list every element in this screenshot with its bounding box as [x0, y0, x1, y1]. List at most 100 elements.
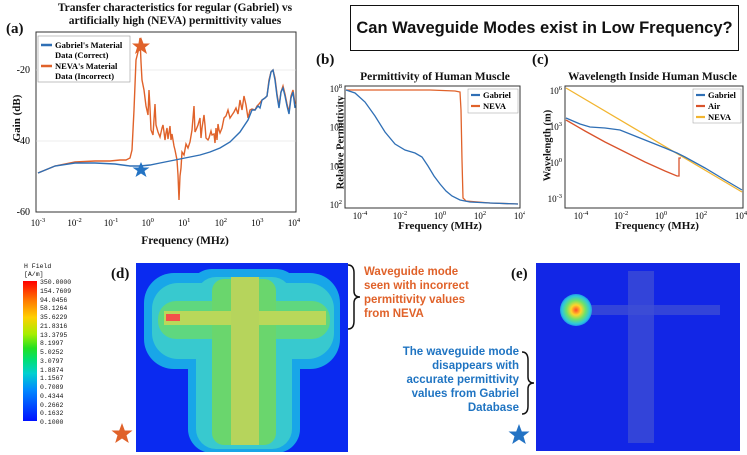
panel-a-xtick-4: 101	[178, 217, 190, 228]
panel-a-title: Transfer characteristics for regular (Ga…	[30, 2, 320, 28]
panel-c-title: Wavelength Inside Human Muscle	[567, 71, 737, 83]
panel-b-legend-neva: NEVA	[483, 101, 507, 111]
panel-c-label: (c)	[532, 52, 549, 68]
colorbar-value: 350.0000	[40, 279, 72, 286]
colorbar-value: 5.0252	[40, 349, 64, 356]
panel-e-brace-icon	[521, 351, 535, 415]
panel-a-orange-star-marker	[132, 37, 150, 54]
panel-e-annotation-line4: values from Gabriel	[411, 388, 519, 400]
panel-b-title: Permittivity of Human Muscle	[360, 71, 510, 83]
panel-d-annotation-line1: Waveguide mode	[364, 266, 459, 278]
colorbar-value: 0.1632	[40, 410, 64, 418]
panel-a-xtick-7: 104	[288, 217, 301, 228]
panel-a-xlabel: Frequency (MHz)	[141, 235, 229, 247]
colorbar-value: 3.0797	[40, 357, 64, 365]
panel-a-ytick-1: -40	[17, 136, 30, 147]
panel-e-annotation-line5: Database	[467, 402, 519, 414]
panel-d-orange-star-marker	[111, 423, 133, 443]
panel-b-xlabel: Frequency (MHz)	[398, 220, 482, 232]
panel-a-legend-neva-2: Data (Incorrect)	[55, 71, 114, 81]
panel-e-annotation-line1: The waveguide mode	[402, 346, 519, 358]
panel-b-ytick-3: 102	[330, 199, 342, 210]
colorbar-value: 13.3795	[40, 331, 68, 339]
panel-c-air-curve	[565, 119, 681, 177]
colorbar-value: 8.1997	[40, 340, 64, 348]
panel-c-ytick-0: 106	[550, 85, 563, 96]
panel-b-xtick-4: 104	[514, 210, 525, 220]
panel-a-xtick-3: 100	[142, 217, 154, 228]
colorbar-title-line1: H Field	[24, 263, 52, 270]
panel-c-xtick-3: 102	[695, 210, 707, 220]
panel-a-xtick-6: 103	[251, 217, 263, 228]
colorbar-value: 154.7609	[40, 287, 72, 295]
panel-b-ytick-0: 108	[330, 83, 342, 94]
panel-e-field-image	[536, 263, 740, 451]
panel-b-ytick-1: 106	[330, 122, 343, 133]
panel-a-xtick-0: 10-3	[31, 217, 45, 228]
panel-a-neva-curve	[37, 37, 296, 201]
panel-b-label: (b)	[316, 52, 335, 68]
panel-c-xtick-2: 100	[655, 210, 667, 220]
panel-e-annotation-line2: disappears with	[432, 360, 519, 372]
colorbar-value: 0.7089	[40, 384, 64, 391]
panel-a-title-line1: Transfer characteristics for regular (Ga…	[57, 2, 293, 14]
panel-a-blue-star-marker	[132, 162, 150, 177]
colorbar-value: 94.0456	[40, 296, 68, 304]
panel-c-ytick-1: 103	[550, 121, 562, 132]
panel-a-xtick-2: 10-1	[104, 217, 118, 228]
panel-c-gabriel-curve	[565, 117, 743, 191]
panel-c-legend-air: Air	[708, 101, 721, 111]
panel-c-xtick-1: 10-2	[614, 210, 628, 220]
panel-a-gabriel-curve	[37, 68, 296, 174]
panel-c-ytick-2: 100	[550, 157, 562, 168]
panel-e-label: (e)	[511, 266, 528, 282]
header-question-box: Can Waveguide Modes exist in Low Frequen…	[350, 5, 739, 51]
panel-a-legend-gabriel-1: Gabriel's Material	[55, 40, 123, 50]
panel-c-legend-gabriel: Gabriel	[708, 90, 736, 100]
panel-d-annotation-line3: permittivity values	[364, 294, 465, 306]
panel-b-gabriel-curve	[345, 89, 519, 205]
colorbar-value: 58.1264	[40, 305, 68, 313]
colorbar-value: 1.1567	[40, 375, 64, 383]
panel-a-legend-gabriel-2: Data (Correct)	[55, 50, 109, 60]
panel-d-annotation-line2: seen with incorrect	[364, 280, 469, 292]
panel-a-plot: -20 -40 -60 10-3 10-2 10-1 100 101 102 103 104 …	[17, 31, 301, 228]
colorbar-gradient	[23, 281, 37, 421]
colorbar-value: 0.1000	[40, 419, 64, 426]
panel-a-xtick-5: 102	[215, 217, 227, 228]
panel-d-label: (d)	[111, 266, 130, 282]
panel-d-annotation: Waveguide mode seen with incorrect permi…	[364, 265, 469, 321]
colorbar-value: 0.4344	[40, 392, 64, 400]
panel-e-annotation-line3: accurate permittivity	[406, 374, 520, 386]
panel-b-xtick-0: 10-4	[353, 210, 368, 220]
colorbar-title: H Field [A/m]	[24, 263, 51, 279]
panel-d-brace-icon	[347, 264, 361, 330]
panel-b-ytick-2: 104	[330, 160, 343, 171]
panel-e-annotation: The waveguide mode disappears with accur…	[379, 345, 519, 415]
panel-a-ytick-0: -20	[17, 65, 30, 76]
panel-d-annotation-line4: from NEVA	[364, 308, 424, 320]
panel-c-neva-curve	[565, 87, 743, 193]
colorbar-title-line2: [A/m]	[24, 271, 44, 278]
panel-d-field-image	[136, 263, 348, 452]
colorbar-value: 21.8316	[40, 322, 68, 330]
panel-c-xtick-0: 10-4	[574, 210, 589, 220]
panel-a-xtick-1: 10-2	[67, 217, 81, 228]
panel-b-plot: 108 106 104 102 10-4 10-2 100 102 104 Gabriel N…	[330, 83, 525, 220]
panel-c-xtick-4: 104	[735, 210, 747, 220]
panel-b-legend-gabriel: Gabriel	[483, 90, 511, 100]
panel-b-xtick-3: 102	[474, 210, 486, 220]
panel-c-ytick-3: 10-3	[548, 193, 562, 204]
panel-b-xtick-1: 10-2	[393, 210, 407, 220]
colorbar-value: 1.8874	[40, 366, 64, 374]
panel-a-ytick-2: -60	[17, 207, 30, 218]
panel-c-xlabel: Frequency (MHz)	[615, 220, 699, 232]
panel-b-xtick-2: 100	[434, 210, 446, 220]
panel-a-legend-neva-1: NEVA's Material	[55, 61, 118, 71]
panel-e-blue-star-marker	[508, 424, 530, 444]
panel-c-legend-neva: NEVA	[708, 112, 732, 122]
colorbar-value: 35.6229	[40, 314, 68, 321]
panel-a-label: (a)	[6, 21, 24, 37]
colorbar-value: 0.2662	[40, 401, 64, 409]
